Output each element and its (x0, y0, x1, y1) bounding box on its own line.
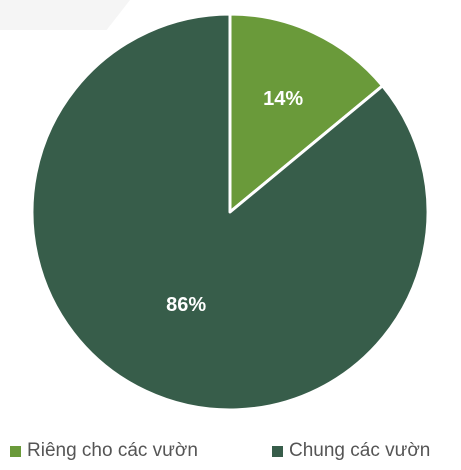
slice-label-rieng: 14% (263, 88, 303, 110)
slice-label-chung: 86% (166, 294, 206, 316)
legend-item-rieng: Riêng cho các vườn (10, 440, 198, 462)
legend-label-rieng: Riêng cho các vườn (27, 440, 198, 461)
decorative-corner-shape (0, 0, 130, 30)
legend-item-chung: Chung các vườn (272, 440, 430, 462)
chart-legend: Riêng cho các vườn Chung các vườn (0, 440, 461, 470)
pie-slice-rieng (228, 12, 385, 214)
legend-swatch-chung (272, 445, 283, 457)
pie-chart: 14% 86% (30, 12, 430, 412)
pie-slice-chung (30, 12, 430, 412)
legend-swatch-rieng (10, 445, 21, 457)
legend-label-chung: Chung các vườn (289, 440, 431, 461)
